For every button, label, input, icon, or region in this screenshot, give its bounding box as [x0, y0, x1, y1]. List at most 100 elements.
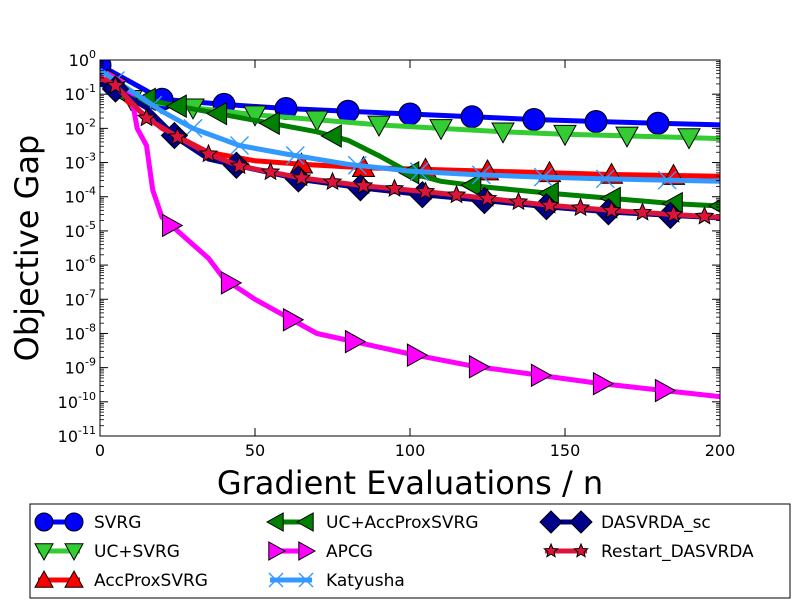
data-point-marker [167, 126, 188, 146]
data-point-marker [291, 167, 312, 187]
data-point-marker [615, 126, 639, 148]
y-tick-label: 10-5 [65, 219, 96, 241]
legend-marker [569, 510, 593, 534]
data-point-marker [446, 184, 467, 204]
y-tick-label: 10-1 [65, 82, 96, 104]
data-point-marker [336, 99, 360, 123]
data-point-marker [282, 307, 305, 332]
data-point-marker [468, 354, 491, 379]
data-point-marker [677, 128, 701, 150]
data-point-marker [663, 204, 684, 223]
y-tick-label: 100 [69, 48, 96, 70]
legend-item-svrg: SVRG [34, 512, 141, 533]
data-point-marker [471, 165, 491, 185]
data-point-marker [522, 107, 546, 131]
x-axis-label: Gradient Evaluations / n [217, 464, 603, 502]
legend-marker [268, 541, 287, 561]
data-point-marker [694, 206, 715, 225]
data-point-marker [646, 111, 670, 135]
data-point-marker [183, 118, 203, 138]
y-tick-label: 10-4 [65, 185, 96, 207]
data-point-marker [707, 199, 720, 213]
y-tick-label: 10-11 [58, 424, 96, 446]
legend-label: UC+AccProxSVRG [326, 513, 479, 533]
legend-label: SVRG [94, 513, 141, 533]
data-point-marker [220, 271, 243, 295]
data-point-marker [460, 105, 484, 129]
data-point-marker [367, 115, 391, 137]
y-tick-label: 10-10 [58, 390, 96, 412]
y-tick-label: 10-9 [65, 356, 96, 378]
data-point-marker [198, 143, 219, 163]
x-tick-label: 0 [95, 441, 105, 460]
data-point-marker [258, 111, 280, 136]
legend-marker [268, 572, 284, 588]
legend-item-uc-svrg: UC+SVRG [34, 542, 180, 562]
data-point-marker [136, 107, 157, 127]
y-tick-label: 10-8 [65, 321, 96, 343]
x-tick-label: 200 [705, 441, 736, 460]
data-point-marker [229, 155, 250, 175]
legend-item-apcg: APCG [268, 541, 373, 562]
legend-label: DASVRDA_sc [601, 513, 711, 533]
y-tick-label: 10-2 [65, 116, 96, 138]
data-point-marker [260, 161, 281, 181]
data-point-marker [539, 195, 560, 214]
data-point-marker [162, 213, 184, 238]
legend-label: Katyusha [326, 571, 405, 591]
data-point-marker [322, 171, 343, 191]
data-point-marker [601, 200, 622, 219]
series-restart-dasvrda [100, 74, 720, 225]
y-tick-label: 10-6 [65, 253, 96, 275]
legend-label: UC+SVRG [94, 542, 180, 562]
x-tick-label: 50 [245, 441, 265, 460]
legend-marker [543, 542, 559, 558]
data-point-marker [105, 75, 126, 94]
legend-item-katyusha: Katyusha [268, 571, 405, 591]
y-tick-label: 10-3 [65, 151, 96, 173]
legend-item-uc-accproxsvrg: UC+AccProxSVRG [265, 512, 479, 533]
axis-ticks: 0 50 100 150 200 100 10-1 10-2 10-3 10-4 10-5 10-6 1… [58, 48, 736, 460]
x-tick-label: 150 [550, 441, 581, 460]
data-point-marker [508, 191, 529, 211]
data-point-marker [533, 167, 553, 187]
data-point-marker [243, 105, 267, 127]
legend-marker [64, 543, 84, 562]
x-tick-label: 100 [395, 441, 426, 460]
legend-label: AccProxSVRG [94, 571, 208, 591]
legend-marker [34, 543, 54, 562]
legend: SVRG UC+SVRG AccProxSVRG UC+AccProxSVRG APCG… [34, 510, 754, 591]
series-line [100, 68, 720, 184]
data-point-marker [398, 102, 422, 126]
data-point-marker [553, 124, 577, 147]
legend-marker [539, 510, 563, 534]
legend-box [29, 503, 791, 599]
data-point-marker [205, 101, 228, 126]
data-point-marker [592, 371, 615, 396]
data-point-marker [384, 178, 405, 198]
data-point-marker [595, 169, 615, 189]
legend-item-restart-dasvrda: Restart_DASVRDA [543, 542, 754, 562]
data-point-marker [429, 119, 453, 141]
series-svrg [100, 60, 720, 135]
data-point-marker [165, 94, 187, 118]
data-point-marker [415, 181, 436, 200]
y-tick-label: 10-7 [65, 287, 96, 309]
series-katyusha [100, 68, 720, 190]
data-point-marker [570, 197, 591, 217]
legend-marker [265, 512, 284, 532]
data-point-marker [305, 110, 329, 132]
legend-marker [295, 512, 314, 532]
series-layer [100, 60, 720, 403]
legend-marker [298, 572, 314, 588]
legend-marker [573, 542, 589, 558]
data-point-marker [530, 363, 553, 388]
data-point-marker [353, 175, 374, 195]
legend-marker [64, 512, 84, 532]
y-axis-label: Objective Gap [8, 135, 46, 362]
legend-marker [298, 541, 317, 561]
legend-marker [34, 512, 54, 532]
data-point-marker [491, 122, 515, 144]
data-point-marker [406, 343, 429, 368]
